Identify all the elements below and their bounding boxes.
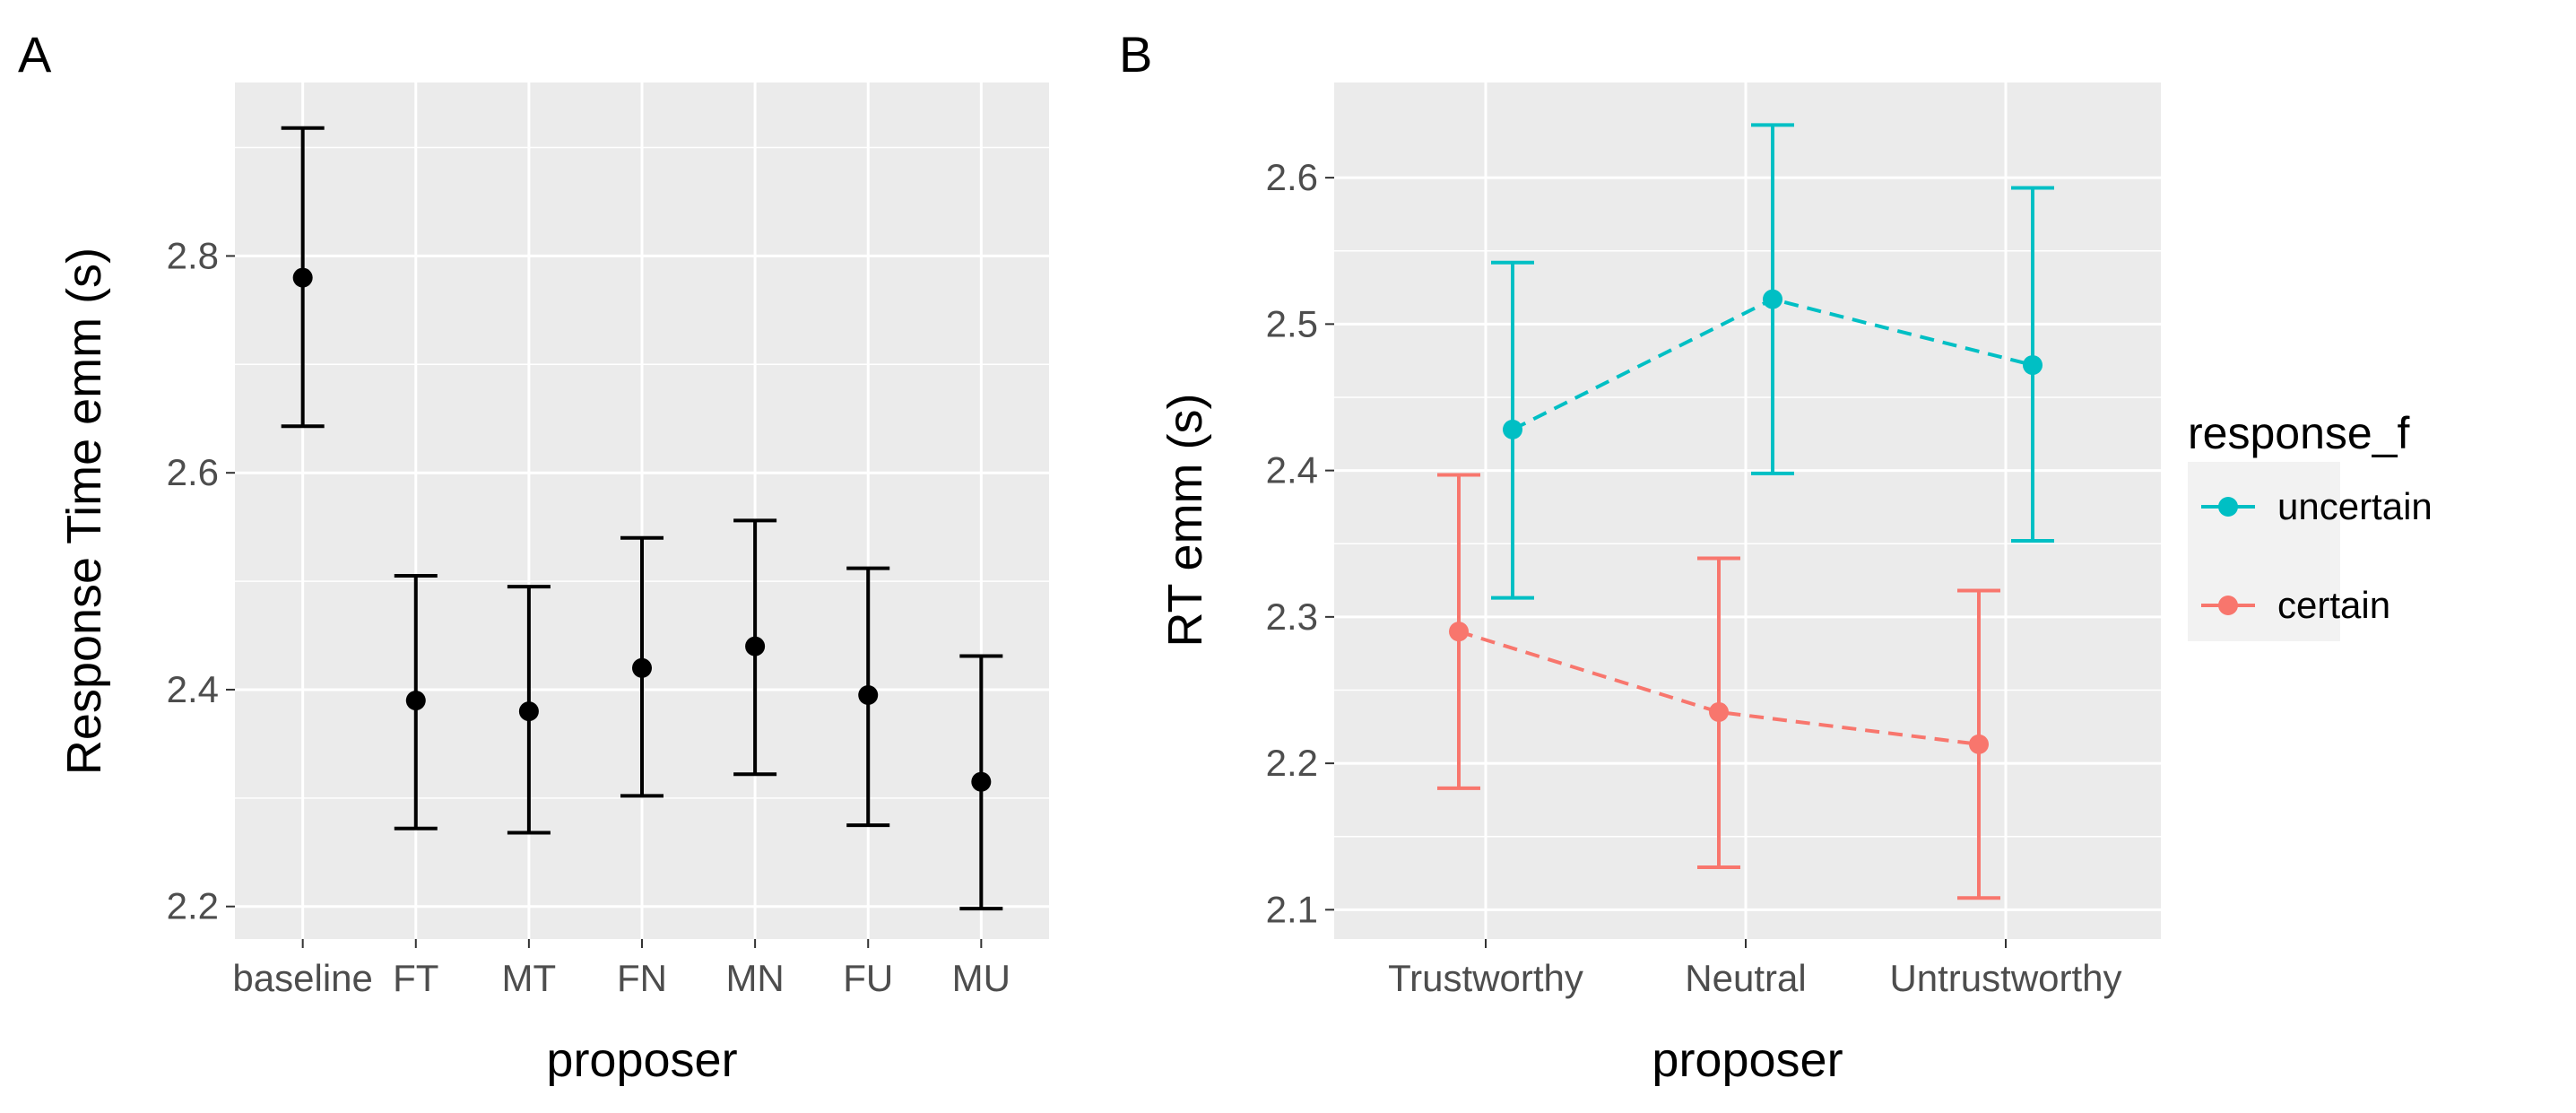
legend-label-certain: certain	[2277, 584, 2390, 626]
panel-b-y-ticks: 2.1 2.2 2.3 2.4 2.5 2.6	[1266, 156, 1334, 930]
series-line-certain	[1458, 630, 1980, 746]
panel-label-a: A	[18, 26, 52, 83]
panel-a: 2.2 2.4 2.6 2.8 baseline FT MT FN MN FU MU propos…	[57, 83, 1049, 1087]
panel-a-marks	[281, 126, 1003, 911]
y-tick-label: 2.8	[167, 234, 219, 276]
y-tick-label: 2.6	[1266, 156, 1318, 198]
point-uncertain-trustworthy	[1503, 419, 1522, 439]
panel-b-y-axis-title: RT emm (s)	[1158, 394, 1212, 648]
panel-b-x-ticks: Trustworthy Neutral Untrustworthy	[1388, 939, 2122, 999]
x-tick-label-fn: FN	[617, 957, 667, 999]
y-tick-label: 2.3	[1266, 596, 1318, 638]
panel-a-y-ticks: 2.2 2.4 2.6 2.8	[167, 234, 235, 927]
y-tick-label: 2.2	[167, 885, 219, 927]
panel-b-x-axis-title: proposer	[1652, 1033, 1843, 1087]
legend: response_f uncertain certain	[2188, 408, 2433, 641]
x-tick-label-untrustworthy: Untrustworthy	[1889, 957, 2121, 999]
y-tick-label: 2.4	[1266, 449, 1318, 491]
panel-b-background	[1334, 83, 2161, 939]
x-tick-label-trustworthy: Trustworthy	[1388, 957, 1583, 999]
x-tick-label-ft: FT	[393, 957, 438, 999]
point-baseline	[292, 267, 313, 288]
point-uncertain-neutral	[1763, 289, 1782, 309]
point-certain-neutral	[1709, 701, 1729, 722]
point-certain-trustworthy	[1449, 622, 1469, 642]
point-fu	[858, 685, 879, 706]
panel-b-marks	[1437, 123, 2054, 900]
panel-b-grid	[1334, 83, 2161, 939]
x-tick-label-mt: MT	[502, 957, 557, 999]
x-tick-label-neutral: Neutral	[1685, 957, 1806, 999]
point-mn	[745, 636, 766, 656]
panel-label-b: B	[1119, 26, 1152, 83]
x-tick-label-mn: MN	[725, 957, 784, 999]
legend-title: response_f	[2188, 408, 2409, 458]
y-tick-label: 2.6	[167, 451, 219, 493]
panel-a-y-axis-title: Response Time emm (s)	[57, 248, 111, 775]
panel-a-x-axis-title: proposer	[546, 1033, 737, 1087]
point-mt	[518, 701, 539, 722]
point-ft	[405, 691, 426, 711]
y-tick-label: 2.1	[1266, 888, 1318, 930]
panel-b: 2.1 2.2 2.3 2.4 2.5 2.6 Trustworthy Neutral Unt…	[1158, 83, 2161, 1087]
legend-items: uncertain certain	[2201, 485, 2433, 626]
y-tick-label: 2.4	[167, 668, 219, 710]
point-uncertain-untrustworthy	[2023, 355, 2043, 376]
y-tick-label: 2.5	[1266, 302, 1318, 344]
y-tick-label: 2.2	[1266, 742, 1318, 784]
x-tick-label-mu: MU	[952, 957, 1010, 999]
x-tick-label-fu: FU	[843, 957, 893, 999]
point-mu	[971, 771, 992, 792]
x-tick-label-baseline: baseline	[232, 957, 372, 999]
panel-a-x-ticks: baseline FT MT FN MN FU MU	[232, 939, 1010, 999]
point-certain-untrustworthy	[1969, 734, 1989, 754]
legend-key-background	[2188, 462, 2340, 641]
point-fn	[632, 657, 652, 678]
legend-key-point-uncertain	[2218, 497, 2238, 517]
legend-key-point-certain	[2218, 596, 2238, 615]
legend-label-uncertain: uncertain	[2277, 485, 2433, 527]
